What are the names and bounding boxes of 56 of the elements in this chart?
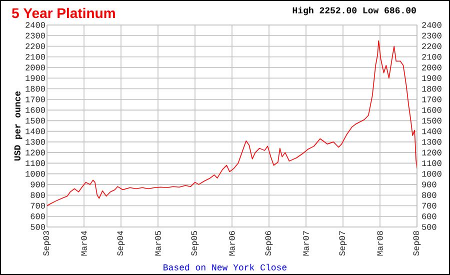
x-tick-label: Mar05 xyxy=(155,231,161,256)
chart-subtitle: High 2252.00 Low 686.00 xyxy=(292,6,416,16)
y-tick-label: 500 xyxy=(30,224,45,230)
y-tick-label: 1500 xyxy=(26,118,45,124)
x-tick-label: Sep05 xyxy=(191,231,199,256)
y2-tick-label: 1300 xyxy=(422,139,442,145)
x-tick-label: Sep07 xyxy=(339,231,347,256)
chart-title: 5 Year Platinum xyxy=(12,8,115,18)
x-tick-label: Mar06 xyxy=(229,231,235,256)
y2-tick-label: 2000 xyxy=(422,64,442,70)
x-tick-label: Sep06 xyxy=(265,231,273,256)
y2-tick-label: 900 xyxy=(422,182,436,188)
y-tick-label: 2300 xyxy=(26,32,45,39)
y-axis-title: USD per ounce xyxy=(14,91,22,161)
y-tick-label: 1800 xyxy=(26,86,45,92)
y2-tick-label: 1100 xyxy=(422,160,442,166)
x-tick-label: Mar07 xyxy=(303,231,309,256)
y2-tick-label: 1700 xyxy=(422,96,442,102)
x-tick-label: Mar08 xyxy=(377,231,383,256)
y-tick-label: 1400 xyxy=(26,128,45,134)
y-tick-label: 1300 xyxy=(26,139,45,145)
y-tick-label: 900 xyxy=(30,182,45,188)
text: Based on New York Close xyxy=(164,264,287,270)
line-series xyxy=(47,40,417,206)
y2-tick-label: 2200 xyxy=(422,43,442,50)
x-tick-label: Sep04 xyxy=(117,230,125,256)
y-tick-label: 2200 xyxy=(26,43,45,50)
y2-tick-label: 1400 xyxy=(422,128,442,134)
x-tick-label: Mar04 xyxy=(81,230,87,256)
y-tick-label: 1000 xyxy=(26,170,45,177)
x-tick-label: Sep03 xyxy=(43,231,51,256)
y2-tick-label: 600 xyxy=(422,213,436,220)
y-tick-label: 2400 xyxy=(26,22,45,28)
y-tick-label: 800 xyxy=(30,192,45,198)
y2-tick-label: 1900 xyxy=(422,75,442,82)
x-tick-label: Sep08 xyxy=(413,231,421,256)
y-tick-label: 1900 xyxy=(26,75,45,82)
y2-tick-label: 2400 xyxy=(422,22,442,28)
y-tick-label: 2100 xyxy=(26,54,45,60)
y2-tick-label: 700 xyxy=(422,202,436,209)
y-tick-label: 2000 xyxy=(26,64,45,70)
y2-tick-label: 500 xyxy=(422,224,436,230)
y-tick-label: 1600 xyxy=(26,107,45,113)
y-tick-label: 600 xyxy=(30,213,45,220)
y2-tick-label: 1800 xyxy=(422,86,442,92)
y2-tick-label: 800 xyxy=(422,192,436,198)
y2-tick-label: 2100 xyxy=(422,54,442,60)
y2-tick-label: 1600 xyxy=(422,107,442,113)
y2-tick-label: 1000 xyxy=(422,170,442,177)
y-tick-label: 700 xyxy=(30,202,45,209)
y-tick-label: 1200 xyxy=(26,150,45,156)
y2-tick-label: 1500 xyxy=(422,118,442,124)
y-tick-label: 1700 xyxy=(26,96,45,102)
y-tick-label: 1100 xyxy=(26,160,45,166)
y2-tick-label: 1200 xyxy=(422,150,442,156)
y2-tick-label: 2300 xyxy=(422,32,442,39)
